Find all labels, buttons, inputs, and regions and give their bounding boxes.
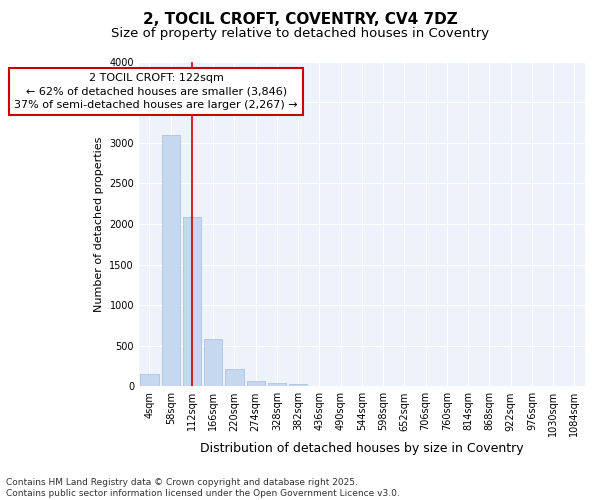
Text: 2, TOCIL CROFT, COVENTRY, CV4 7DZ: 2, TOCIL CROFT, COVENTRY, CV4 7DZ [143, 12, 457, 28]
Text: Size of property relative to detached houses in Coventry: Size of property relative to detached ho… [111, 28, 489, 40]
Y-axis label: Number of detached properties: Number of detached properties [94, 136, 104, 312]
Bar [183, 218, 201, 386]
Bar [204, 339, 222, 386]
Bar [268, 383, 286, 386]
Text: 2 TOCIL CROFT: 122sqm
← 62% of detached houses are smaller (3,846)
37% of semi-d: 2 TOCIL CROFT: 122sqm ← 62% of detached … [14, 74, 298, 110]
Bar [226, 370, 244, 386]
Bar [162, 134, 180, 386]
Bar [289, 384, 307, 386]
Bar [140, 374, 158, 386]
Bar [247, 380, 265, 386]
X-axis label: Distribution of detached houses by size in Coventry: Distribution of detached houses by size … [200, 442, 524, 455]
Text: Contains HM Land Registry data © Crown copyright and database right 2025.
Contai: Contains HM Land Registry data © Crown c… [6, 478, 400, 498]
